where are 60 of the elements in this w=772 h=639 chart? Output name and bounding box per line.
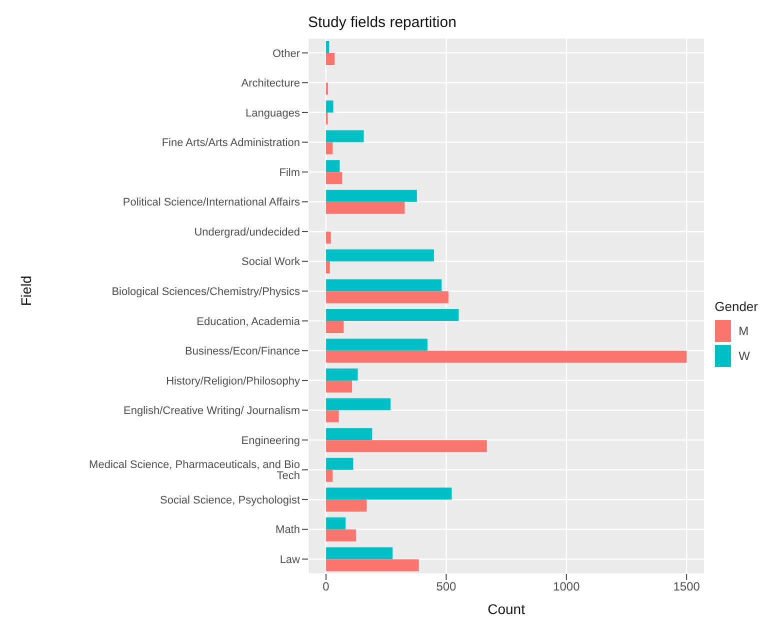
y-tick-label: Architecture <box>241 78 300 90</box>
y-tick-label: Engineering <box>241 434 300 447</box>
y-tick-label: Undergrad/undecided <box>194 226 300 238</box>
y-tick-label: Medical Science, Pharmaceuticals, and Bio Tech <box>89 459 300 482</box>
bar <box>326 398 390 410</box>
bar <box>326 142 333 154</box>
y-tick-label: Film <box>279 166 300 179</box>
bar <box>326 130 364 142</box>
bar <box>326 470 333 482</box>
y-tick-label: Social Work <box>242 256 300 268</box>
legend-label: W <box>738 348 750 362</box>
y-tick-label: Biological Sciences/Chemistry/Physics <box>112 286 300 298</box>
bar <box>326 52 334 65</box>
bar <box>326 160 340 172</box>
y-tick-label: Other <box>272 48 300 60</box>
bar <box>326 320 344 333</box>
bar <box>326 350 687 363</box>
x-tick-label: 0 <box>322 580 330 594</box>
x-axis-title: Count <box>488 601 526 617</box>
chart-title: Study fields repartition <box>308 14 456 31</box>
legend-title: Gender <box>714 298 758 314</box>
y-tick-label: Political Science/International Affairs <box>122 196 300 209</box>
bar <box>326 517 346 530</box>
bar <box>326 488 452 500</box>
bar <box>326 368 358 381</box>
bar <box>326 458 354 470</box>
bar <box>326 410 339 422</box>
bar <box>326 279 442 292</box>
bar <box>326 500 367 512</box>
y-tick-label: Education, Academia <box>196 316 301 328</box>
bar <box>326 529 356 542</box>
y-tick-label: Social Science, Psychologist <box>160 494 300 506</box>
y-tick-label: History/Religion/Philosophy <box>166 375 300 388</box>
y-tick-label: English/Creative Writing/ Journalism <box>124 405 300 418</box>
bar <box>326 338 428 351</box>
bar <box>326 40 330 53</box>
legend-label: M <box>738 324 749 338</box>
x-tick-label: 1500 <box>673 580 700 594</box>
bar <box>326 100 334 113</box>
y-tick-label: Business/Econ/Finance <box>185 346 300 358</box>
y-tick-label: Fine Arts/Arts Administration <box>162 137 300 150</box>
bar <box>326 172 342 184</box>
y-tick-label: Law <box>280 554 300 566</box>
bar <box>326 261 330 274</box>
y-tick-label: Languages <box>246 107 300 120</box>
bar <box>326 428 372 440</box>
bar <box>326 202 405 214</box>
bar <box>326 308 459 321</box>
bar <box>326 249 434 262</box>
bar <box>326 559 419 572</box>
bar <box>326 547 393 560</box>
x-tick-label: 1000 <box>553 580 580 594</box>
bar <box>326 232 331 244</box>
y-tick-label: Math <box>276 524 300 536</box>
bar <box>326 291 448 304</box>
bar <box>326 190 417 202</box>
bar <box>326 440 487 452</box>
bar <box>326 380 352 393</box>
y-axis-title: Field <box>18 276 34 306</box>
x-tick-label: 500 <box>436 580 457 594</box>
